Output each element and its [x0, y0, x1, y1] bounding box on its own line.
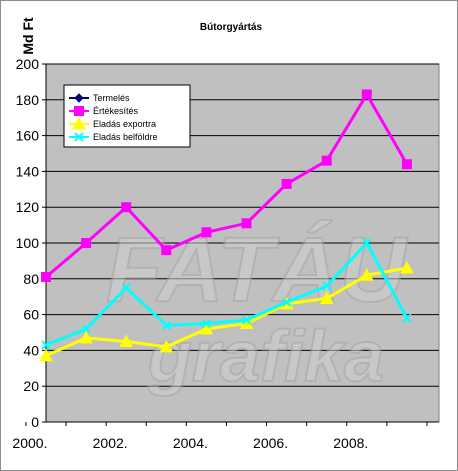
legend-marker-3	[74, 132, 84, 142]
point-1-2003	[161, 245, 172, 256]
point-2-2009	[400, 261, 414, 274]
point-2-2004	[199, 321, 214, 335]
y-tick-label-180: 180	[16, 92, 40, 108]
x-tick-label-2004: 2004.	[173, 435, 208, 451]
legend-item-0: Termelés	[69, 93, 130, 103]
point-2-2007	[319, 291, 334, 304]
y-tick-label-80: 80	[23, 271, 39, 287]
point-2-2003	[159, 339, 174, 353]
series-line-3	[45, 240, 409, 347]
legend-marker-0	[74, 93, 84, 103]
y-tick-label-100: 100	[16, 235, 40, 251]
watermark-line2: grafika	[147, 317, 384, 397]
point-1-2009	[401, 159, 412, 170]
legend-item-1: Értékesítés	[69, 106, 139, 116]
y-axis-unit-label: Md Ft	[20, 17, 36, 55]
point-3-2007	[322, 281, 332, 291]
y-tick-labels: 0 20 40 60 80 100 120 140 160 180 200	[16, 56, 40, 430]
legend-label-1: Értékesítés	[93, 106, 139, 116]
y-tick-label-60: 60	[23, 307, 39, 323]
point-1-2002	[121, 202, 132, 213]
point-3-2009	[402, 313, 412, 323]
point-1-2008	[361, 89, 372, 100]
x-tick-label-2008: 2008.	[333, 435, 368, 451]
legend-label-3: Eladás belföldre	[93, 132, 158, 142]
series-2	[39, 261, 414, 362]
point-1-2007	[321, 155, 332, 166]
point-1-2000	[41, 272, 51, 283]
legend-item-3: Eladás belföldre	[69, 132, 158, 142]
x-tick-labels: 2000. 2002. 2004. 2006. 2008.	[12, 435, 368, 451]
point-3-2006	[281, 297, 292, 307]
legend-item-2: Eladás exportra	[69, 116, 156, 130]
point-1-2005	[241, 218, 252, 229]
series-line-1	[45, 91, 409, 279]
series-1	[41, 89, 412, 283]
point-2-2001	[79, 330, 93, 344]
y-tick-label-200: 200	[16, 56, 40, 72]
series-line-2	[45, 266, 408, 358]
legend: Termelés Értékesítés Eladás exportra Eladás…	[63, 84, 191, 148]
series-3	[41, 238, 412, 350]
legend-label-2: Eladás exportra	[93, 119, 156, 129]
x-tick-label-2006: 2006.	[253, 435, 288, 451]
y-tick-label-140: 140	[16, 163, 40, 179]
y-tick-label-0: 0	[31, 414, 39, 430]
series-lines	[39, 89, 414, 362]
chart-title: Bútorgyártás	[200, 22, 263, 33]
point-1-2006	[281, 178, 292, 189]
legend-marker-1	[74, 106, 84, 116]
y-tick-label-120: 120	[16, 199, 40, 215]
axes	[25, 63, 439, 426]
x-tick-label-2002: 2002.	[93, 435, 128, 451]
point-3-2004	[201, 318, 212, 329]
point-3-2008	[362, 238, 372, 248]
y-tick-label-20: 20	[23, 378, 39, 394]
point-3-2003	[161, 320, 172, 331]
legend-items: Termelés Értékesítés Eladás exportra Eladás…	[69, 93, 158, 142]
watermark-line1: FATÁU	[106, 219, 408, 321]
watermark: FATÁU grafika	[105, 218, 409, 398]
x-tick-label-2000: 2000.	[12, 435, 47, 451]
point-3-2001	[81, 324, 91, 334]
point-2-2008	[359, 268, 374, 281]
legend-marker-2	[72, 116, 86, 130]
point-3-2002	[121, 283, 131, 293]
legend-label-0: Termelés	[93, 93, 130, 103]
point-2-2002	[119, 334, 134, 347]
point-2-2000	[39, 348, 53, 362]
y-tick-label-40: 40	[23, 342, 39, 358]
point-1-2004	[201, 227, 212, 238]
point-1-2001	[81, 238, 92, 248]
point-3-2005	[241, 315, 252, 325]
point-3-2000	[41, 340, 51, 350]
y-tick-label-160: 160	[16, 128, 40, 144]
